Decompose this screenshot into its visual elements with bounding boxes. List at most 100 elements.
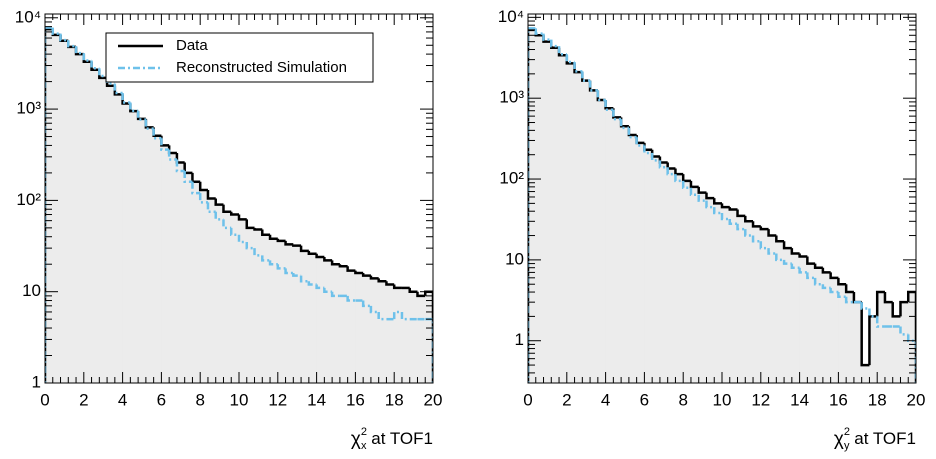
bar-fill bbox=[75, 53, 85, 383]
histogram-step bbox=[222, 219, 232, 230]
histogram-step bbox=[712, 207, 722, 215]
histogram-step bbox=[206, 202, 216, 214]
bar-fill bbox=[130, 110, 139, 383]
x-label-symbol: χ bbox=[834, 429, 844, 450]
x-label-rest: at TOF1 bbox=[367, 429, 433, 448]
histogram-step bbox=[307, 281, 317, 286]
histogram-step bbox=[206, 189, 216, 200]
bar-fill bbox=[153, 135, 162, 383]
histogram-step bbox=[284, 268, 294, 275]
bar-fill bbox=[574, 71, 583, 383]
bar-fill bbox=[316, 256, 325, 383]
bar-fill bbox=[122, 103, 131, 383]
bar-fill bbox=[636, 142, 645, 383]
histogram-step bbox=[790, 263, 800, 269]
histogram-step bbox=[45, 26, 53, 383]
bar-fill bbox=[551, 47, 560, 383]
histogram-step bbox=[160, 138, 170, 151]
histogram-step bbox=[899, 300, 909, 317]
bar-fill bbox=[729, 209, 738, 383]
histogram-step bbox=[658, 160, 668, 169]
x-tick-label: 0 bbox=[40, 390, 49, 409]
bar-fill bbox=[628, 134, 637, 383]
histogram-step bbox=[361, 273, 371, 277]
bar-fill bbox=[597, 99, 606, 383]
bar-fill bbox=[308, 253, 317, 383]
histogram-step bbox=[315, 253, 325, 259]
histogram-step bbox=[330, 260, 340, 266]
x-label-sup: 2 bbox=[361, 426, 367, 438]
x-tick-label: 4 bbox=[601, 390, 610, 409]
histogram-step bbox=[299, 245, 309, 253]
histogram-step bbox=[782, 259, 792, 265]
bar-fill bbox=[752, 226, 762, 383]
histogram-step bbox=[844, 296, 854, 304]
histogram-step bbox=[385, 281, 395, 286]
x-label-sub: y bbox=[844, 440, 850, 452]
x-tick-label: 2 bbox=[562, 390, 571, 409]
histogram-step bbox=[392, 284, 402, 290]
y-tick-label: 1 bbox=[32, 372, 41, 391]
histogram-step bbox=[767, 229, 777, 237]
histogram-step bbox=[697, 186, 707, 194]
histogram-step bbox=[183, 170, 193, 184]
histogram-step bbox=[674, 168, 684, 176]
histogram-step bbox=[557, 46, 567, 56]
histogram-step bbox=[860, 302, 870, 367]
x-tick-label: 4 bbox=[118, 390, 127, 409]
x-tick-label: 20 bbox=[907, 390, 926, 409]
bar-fill bbox=[566, 63, 575, 383]
histogram-step bbox=[377, 278, 387, 283]
bar-fill bbox=[99, 77, 108, 383]
histogram-step bbox=[346, 295, 356, 302]
histogram-step bbox=[550, 39, 560, 48]
bar-fill bbox=[401, 287, 410, 383]
histogram-step bbox=[728, 219, 738, 225]
histogram-step bbox=[619, 119, 629, 130]
bar-fill bbox=[605, 108, 614, 383]
histogram-step bbox=[705, 200, 715, 209]
bar-fill bbox=[91, 69, 100, 383]
bar-fill bbox=[620, 125, 630, 383]
histogram-step bbox=[860, 302, 870, 310]
bar-fill bbox=[223, 211, 232, 383]
histogram-step bbox=[392, 310, 402, 320]
bar-fill bbox=[721, 206, 731, 383]
bar-fill bbox=[644, 149, 653, 383]
x-tick-label: 0 bbox=[523, 390, 532, 409]
y-tick-label: 10³ bbox=[499, 88, 524, 107]
histogram-step bbox=[767, 248, 777, 255]
x-tick-label: 8 bbox=[678, 390, 687, 409]
histogram-step bbox=[681, 180, 691, 190]
bar-fill bbox=[393, 287, 403, 383]
histogram-step bbox=[354, 270, 364, 275]
bar-fill bbox=[339, 265, 348, 383]
histogram-step bbox=[276, 238, 286, 243]
histogram-step bbox=[268, 260, 278, 266]
histogram-step bbox=[229, 227, 239, 237]
histogram-step bbox=[253, 227, 263, 231]
bar-fill bbox=[293, 245, 302, 383]
histogram-step bbox=[759, 241, 769, 250]
histogram-step bbox=[67, 40, 77, 48]
bar-fill bbox=[737, 215, 746, 383]
legend-label: Data bbox=[176, 37, 208, 54]
x-label-sub: x bbox=[361, 440, 367, 452]
histogram-step bbox=[408, 287, 418, 293]
histogram-step bbox=[643, 145, 653, 155]
x-tick-label: 10 bbox=[230, 390, 249, 409]
histogram-step bbox=[875, 290, 885, 317]
bar-fill bbox=[690, 186, 699, 383]
histogram-step bbox=[82, 53, 92, 62]
histogram-step bbox=[782, 241, 792, 250]
bar-fill bbox=[215, 204, 224, 383]
histogram-step bbox=[237, 214, 247, 221]
y-tick-label: 10⁴ bbox=[498, 7, 524, 26]
bar-fill bbox=[192, 181, 201, 383]
histogram-step bbox=[542, 33, 552, 41]
histogram-step bbox=[245, 242, 255, 250]
x-tick-label: 18 bbox=[868, 390, 887, 409]
histogram-step bbox=[790, 248, 800, 255]
